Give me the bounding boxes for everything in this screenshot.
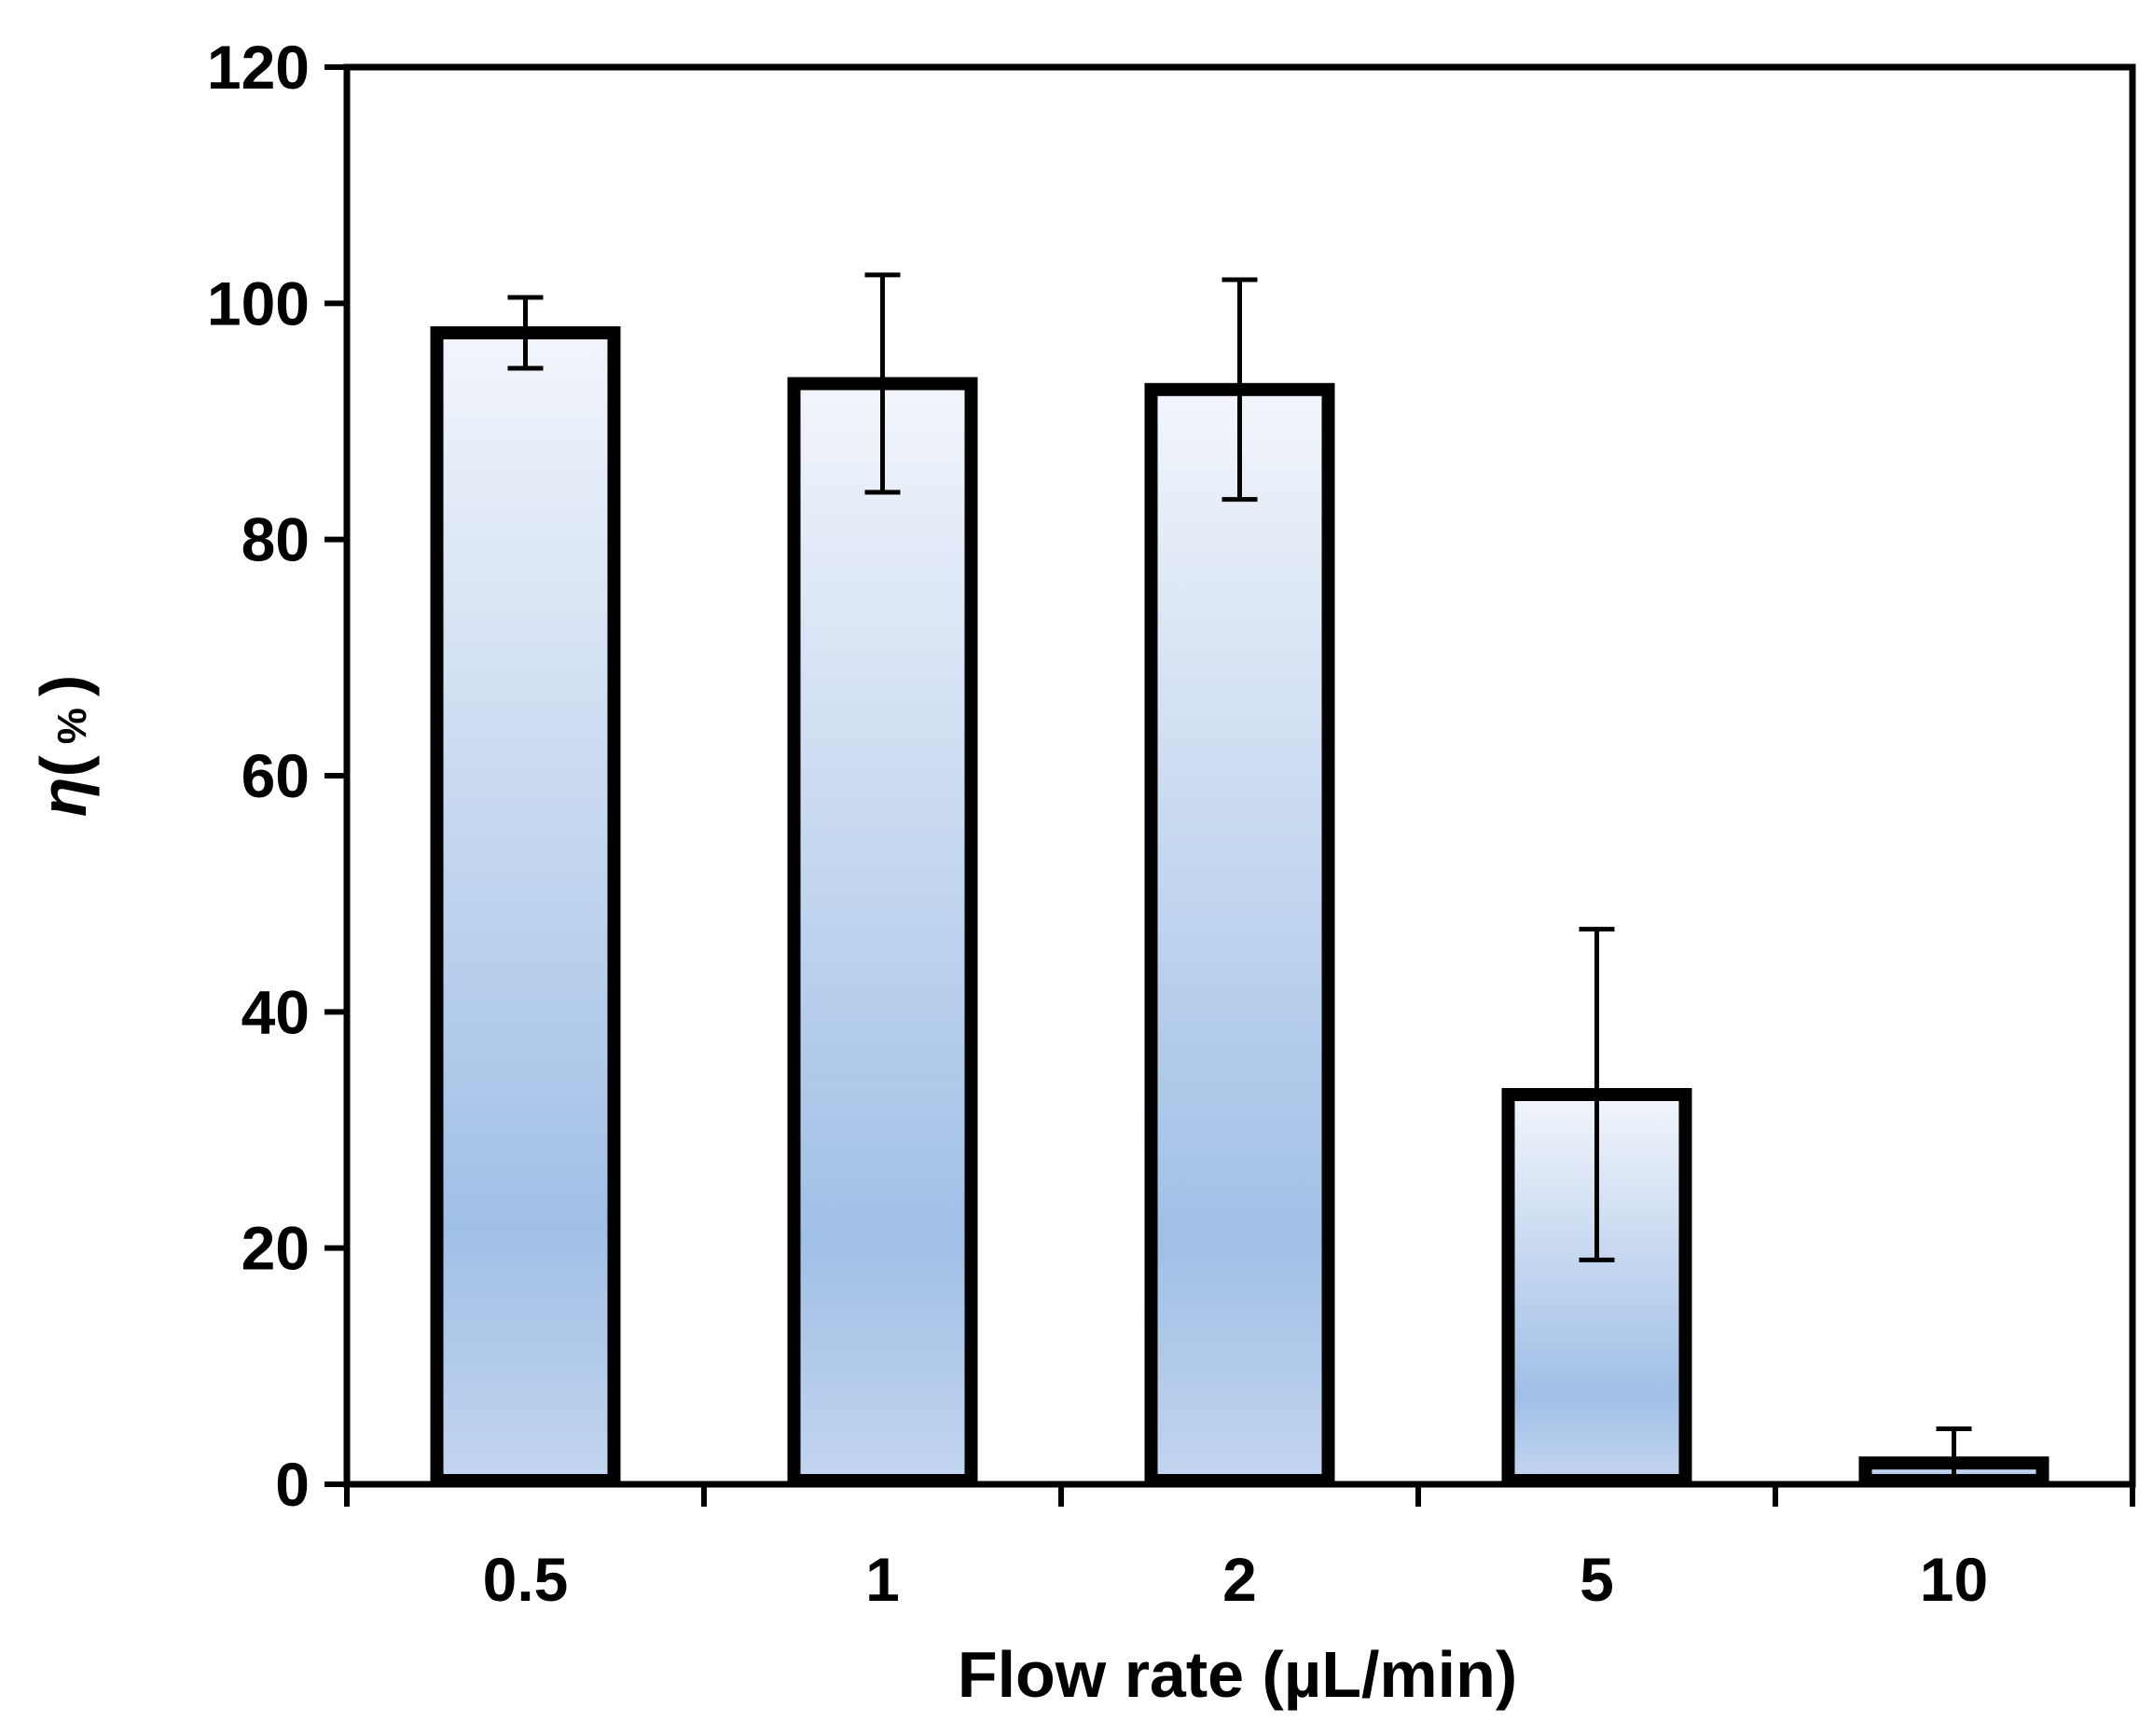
y-tick-label: 60 [242,741,310,810]
y-axis-title: η(%) [27,675,100,818]
bar [787,377,978,1487]
bar [1144,382,1335,1487]
y-tick-label: 40 [242,977,310,1046]
x-tick-label: 0.5 [483,1545,569,1614]
error-bars [507,272,1972,1487]
y-axis-unit: % [49,708,95,744]
x-tick-label: 10 [1920,1545,1988,1614]
x-tick-label: 2 [1222,1545,1257,1614]
y-tick-label: 80 [242,505,310,574]
bar [430,326,621,1487]
x-tick-label: 1 [865,1545,900,1614]
x-axis-title: Flow rate (µL/min) [958,1638,1517,1711]
x-axis: 0.5 1 2 5 10 [344,1484,2135,1614]
y-axis-paren-open: ( [27,754,100,777]
y-axis: 0 20 40 60 80 100 120 [207,33,347,1519]
svg-text:η(%): η(%) [27,675,100,818]
y-axis-symbol: η [27,777,100,817]
y-tick-label: 0 [275,1450,310,1519]
bars [430,326,2049,1487]
y-tick-label: 120 [207,33,310,102]
y-tick-label: 20 [242,1214,310,1283]
x-tick-label: 5 [1580,1545,1614,1614]
y-axis-paren-close: ) [27,675,100,696]
y-tick-label: 100 [207,269,310,338]
